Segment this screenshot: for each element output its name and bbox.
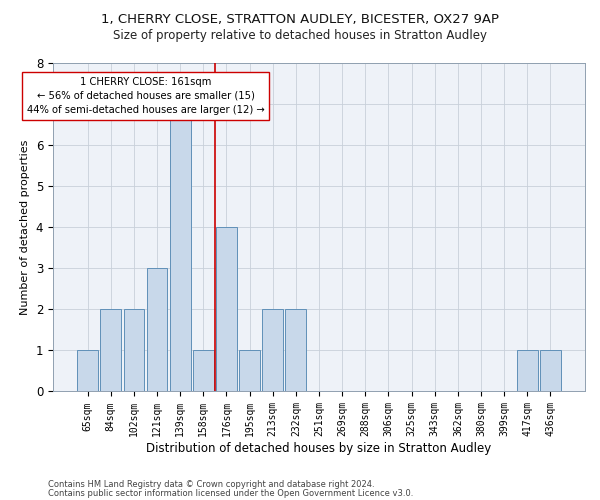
Bar (100, 309, 121, 392)
Bar (77, 350, 98, 392)
Text: Size of property relative to detached houses in Stratton Audley: Size of property relative to detached ho… (113, 29, 487, 42)
Bar (262, 309, 283, 392)
Text: 1, CHERRY CLOSE, STRATTON AUDLEY, BICESTER, OX27 9AP: 1, CHERRY CLOSE, STRATTON AUDLEY, BICEST… (101, 12, 499, 26)
Text: Contains public sector information licensed under the Open Government Licence v3: Contains public sector information licen… (48, 489, 413, 498)
Bar (517, 350, 538, 392)
X-axis label: Distribution of detached houses by size in Stratton Audley: Distribution of detached houses by size … (146, 442, 491, 455)
Text: Contains HM Land Registry data © Crown copyright and database right 2024.: Contains HM Land Registry data © Crown c… (48, 480, 374, 489)
Bar (540, 350, 561, 392)
Y-axis label: Number of detached properties: Number of detached properties (20, 140, 30, 314)
Bar (170, 104, 191, 392)
Bar (193, 350, 214, 392)
Bar (124, 309, 145, 392)
Bar (216, 227, 237, 392)
Bar (239, 350, 260, 392)
Bar (146, 268, 167, 392)
Text: 1 CHERRY CLOSE: 161sqm
← 56% of detached houses are smaller (15)
44% of semi-det: 1 CHERRY CLOSE: 161sqm ← 56% of detached… (26, 77, 265, 115)
Bar (286, 309, 307, 392)
